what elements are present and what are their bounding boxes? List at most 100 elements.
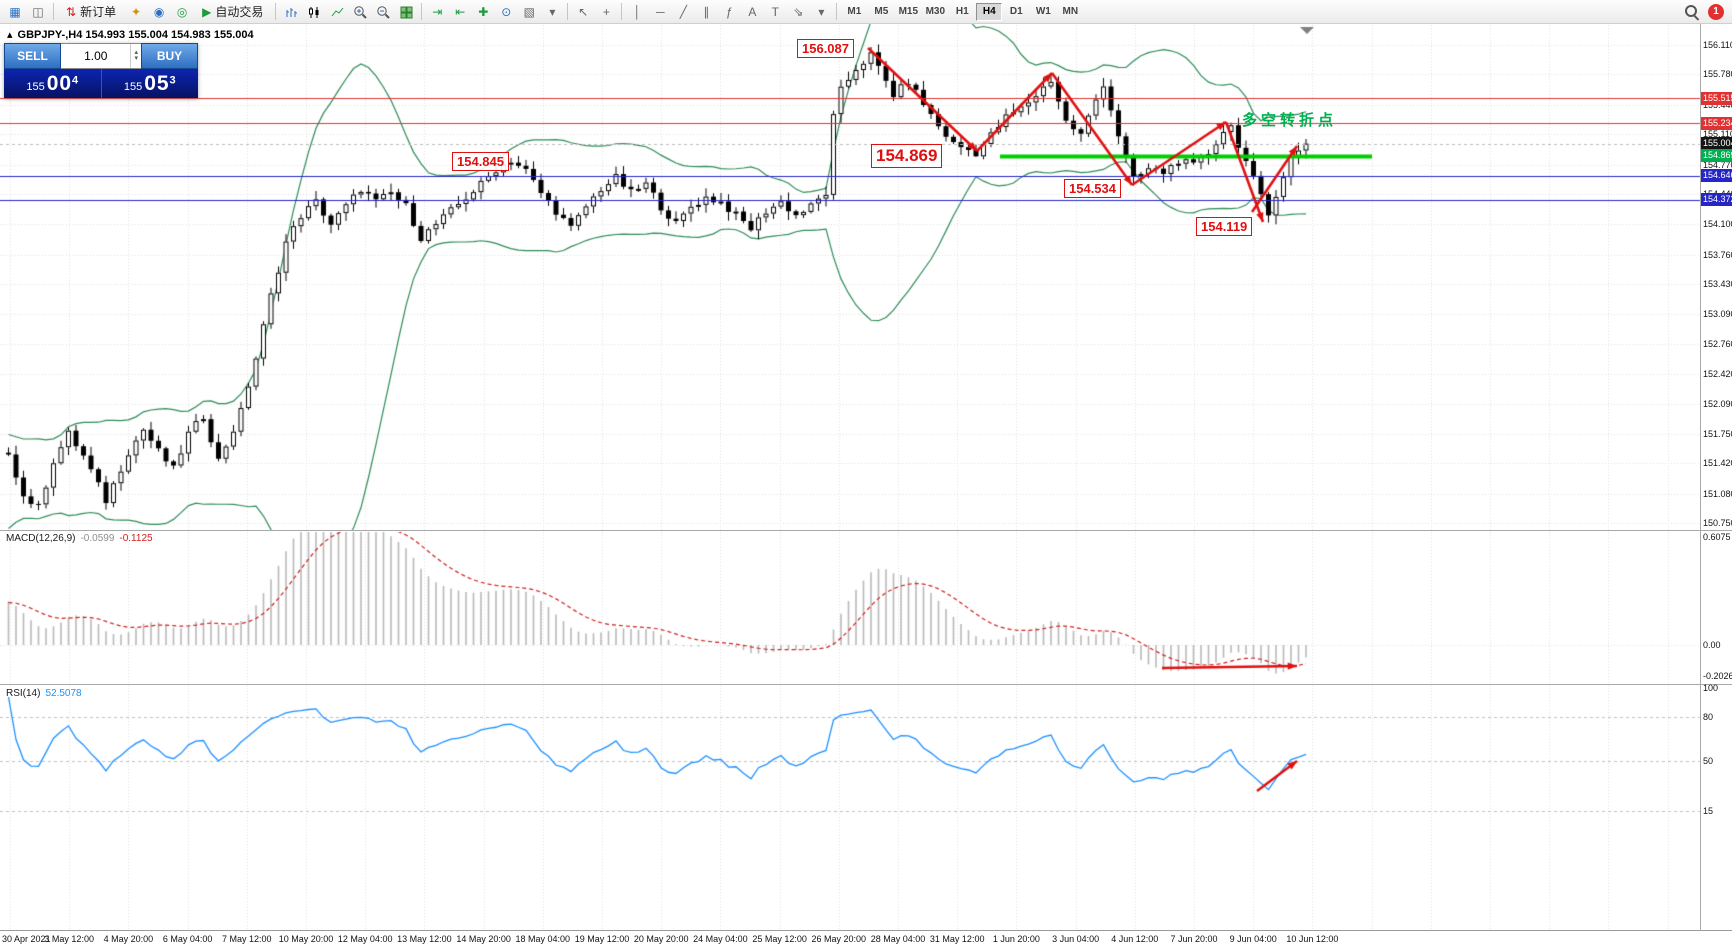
- line-chart-icon[interactable]: [326, 2, 348, 22]
- price-axis-border: [1700, 24, 1701, 931]
- autotrading-button[interactable]: ▶ 自动交易: [194, 2, 271, 22]
- fibonacci-icon[interactable]: ƒ: [725, 4, 733, 19]
- auto-scroll-icon[interactable]: ⇥: [432, 4, 443, 19]
- crosshair-icon[interactable]: +: [602, 4, 610, 19]
- timeframe-m30-button[interactable]: M30: [922, 3, 948, 21]
- turning-point-label[interactable]: 多空转折点: [1242, 112, 1338, 129]
- chart-shift-icon[interactable]: ⇤: [455, 4, 466, 19]
- sell-price-pips: 00: [46, 71, 73, 95]
- sell-price-prefix: 155: [26, 80, 45, 93]
- sell-price-display[interactable]: 155004: [4, 72, 101, 96]
- zoom-out-icon[interactable]: [372, 2, 394, 22]
- buy-button[interactable]: BUY: [141, 43, 198, 69]
- periods-icon[interactable]: ⊙: [501, 4, 512, 19]
- time-axis-label: 1 Jun 20:00: [992, 934, 1040, 944]
- price-axis-label: 150.750: [1703, 518, 1732, 528]
- price-axis-label: 156.110: [1703, 40, 1732, 50]
- spinner-down-icon[interactable]: ▾: [134, 55, 138, 62]
- rsi-axis-label: 15: [1703, 806, 1714, 817]
- volume-field[interactable]: 1.00 ▴ ▾: [61, 43, 141, 69]
- buy-price-prefix: 155: [123, 80, 143, 93]
- time-axis-label: 30 Apr 2021: [2, 934, 51, 944]
- trendline-icon[interactable]: ╱: [679, 4, 687, 19]
- add-indicator-icon[interactable]: ✚: [478, 4, 489, 19]
- tile-windows-icon[interactable]: [395, 2, 417, 22]
- price-annotation[interactable]: 154.869: [871, 144, 943, 168]
- chart-symbol-label: ▴ GBPJPY-,H4 154.993 155.004 154.983 155…: [7, 28, 254, 42]
- vertical-line-icon[interactable]: │: [633, 4, 642, 19]
- rsi-axis-label: 100: [1703, 683, 1719, 693]
- zoom-in-icon[interactable]: [349, 2, 371, 22]
- price-axis-label: 153.090: [1703, 309, 1732, 320]
- price-annotation[interactable]: 156.087: [797, 39, 854, 58]
- buy-price-display[interactable]: 155053: [102, 72, 199, 96]
- toolbar-separator: [53, 3, 54, 20]
- candlestick-chart-icon[interactable]: [303, 2, 325, 22]
- time-axis-label: 24 May 04:00: [693, 934, 748, 944]
- toolbar-separator: [567, 3, 569, 20]
- new-order-label: 新订单: [80, 5, 117, 19]
- cursor-icon[interactable]: ↖: [578, 4, 589, 19]
- timeframe-h4-button[interactable]: H4: [976, 2, 1003, 21]
- rsi-indicator-label: RSI(14) 52.5078: [6, 688, 82, 699]
- time-axis-label: 18 May 04:00: [515, 934, 571, 944]
- volume-spinner[interactable]: ▴ ▾: [130, 44, 141, 68]
- bar-chart-icon[interactable]: [280, 2, 302, 22]
- price-axis-label: 155.110: [1703, 129, 1732, 140]
- notification-badge[interactable]: 1: [1708, 3, 1724, 20]
- arrows-caret-icon[interactable]: ▾: [818, 4, 825, 19]
- macd-name: MACD(12,26,9): [6, 533, 76, 544]
- alerts-icon[interactable]: ✦: [131, 4, 142, 19]
- time-axis-label: 25 May 12:00: [752, 934, 807, 944]
- price-axis-label: 154.770: [1703, 159, 1732, 170]
- macd-signal-value: -0.1125: [119, 533, 153, 544]
- time-axis-label: 3 Jun 04:00: [1052, 934, 1100, 944]
- template-caret-icon[interactable]: ▾: [549, 4, 556, 19]
- time-axis-label: 7 May 12:00: [222, 934, 272, 944]
- price-axis-label: 151.750: [1703, 428, 1732, 439]
- sell-button[interactable]: SELL: [4, 43, 61, 69]
- price-annotation[interactable]: 154.845: [452, 152, 509, 171]
- panel-separator-rsi[interactable]: [0, 684, 1732, 685]
- rsi-axis-label: 80: [1703, 712, 1714, 722]
- time-axis-label: 4 Jun 12:00: [1111, 934, 1159, 944]
- time-axis-label: 12 May 04:00: [337, 934, 393, 944]
- channel-icon[interactable]: ∥: [703, 4, 710, 19]
- profiles-icon[interactable]: ◫: [32, 4, 44, 19]
- arrows-icon[interactable]: ⇘: [793, 4, 804, 19]
- price-axis-label: 155.780: [1703, 69, 1732, 80]
- template-icon[interactable]: ▧: [523, 4, 535, 19]
- text-icon[interactable]: A: [748, 4, 757, 19]
- timeframe-m15-button[interactable]: M15: [895, 3, 921, 21]
- news-icon[interactable]: ◉: [153, 4, 165, 19]
- price-annotation[interactable]: 154.534: [1064, 179, 1121, 198]
- time-axis-label: 14 May 20:00: [456, 934, 511, 944]
- community-icon[interactable]: ◎: [176, 4, 188, 19]
- new-order-button[interactable]: ⇅ 新订单: [58, 2, 124, 22]
- horizontal-line-icon[interactable]: ─: [656, 4, 665, 19]
- timeframe-h1-button[interactable]: H1: [949, 3, 975, 21]
- rsi-value: 52.5078: [45, 688, 82, 699]
- timeframe-m5-button[interactable]: M5: [868, 3, 894, 21]
- panel-separator-macd[interactable]: [0, 530, 1732, 531]
- toolbar-separator: [836, 3, 838, 20]
- macd-indicator-label: MACD(12,26,9) -0.0599 -0.1125: [6, 533, 153, 544]
- text-label-icon[interactable]: T: [771, 4, 779, 19]
- search-icon[interactable]: [1684, 4, 1700, 20]
- timeframe-d1-button[interactable]: D1: [1003, 3, 1029, 21]
- timeframe-m1-button[interactable]: M1: [841, 3, 867, 21]
- time-axis-label: 4 May 20:00: [103, 934, 154, 944]
- timeframe-w1-button[interactable]: W1: [1030, 3, 1056, 21]
- timeframe-mn-button[interactable]: MN: [1057, 3, 1083, 21]
- new-chart-icon[interactable]: ▦: [9, 4, 21, 19]
- price-annotation[interactable]: 154.119: [1196, 217, 1253, 236]
- macd-axis-label: -0.2026: [1703, 671, 1732, 681]
- spinner-up-icon[interactable]: ▴: [134, 49, 138, 56]
- one-click-toggle-icon[interactable]: ▴: [7, 29, 13, 41]
- autotrading-label: 自动交易: [215, 5, 264, 19]
- price-axis-label: 155.440: [1703, 99, 1732, 110]
- buy-price-pips: 05: [144, 71, 170, 95]
- price-axis-label: 153.430: [1703, 279, 1732, 289]
- play-icon: ▶: [202, 4, 212, 19]
